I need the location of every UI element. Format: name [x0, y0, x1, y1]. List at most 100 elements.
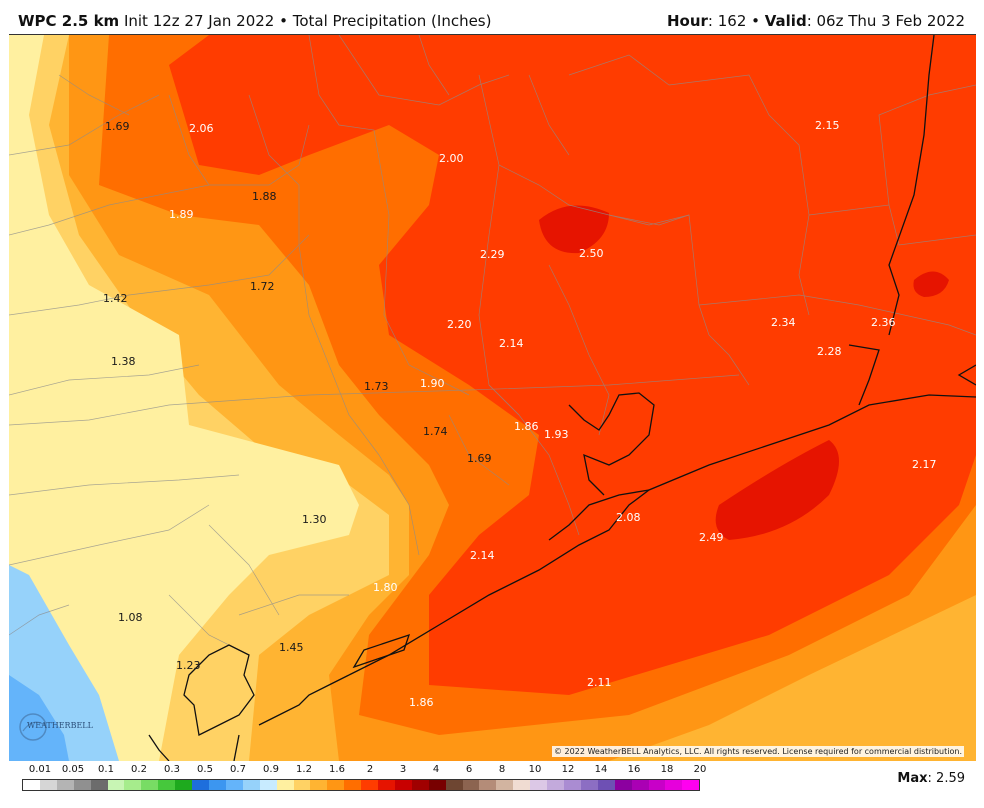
precip-value-label: 2.08 — [616, 511, 641, 524]
scale-swatch — [445, 780, 463, 790]
scale-tick-label: 0.5 — [197, 764, 213, 775]
scale-swatch — [208, 780, 226, 790]
scale-swatch — [547, 780, 564, 790]
scale-swatch — [225, 780, 243, 790]
hour-value: : 162 • — [707, 12, 765, 30]
scale-tick-label: 4 — [432, 764, 440, 775]
valid-label: Valid — [764, 12, 807, 30]
scale-tick-label: 3 — [399, 764, 407, 775]
precip-value-label: 2.20 — [447, 318, 472, 331]
scale-swatch — [597, 780, 615, 790]
logo-text: WEATHERBELL — [27, 721, 94, 730]
precip-value-label: 1.88 — [252, 190, 277, 203]
scale-swatch — [158, 780, 176, 790]
scale-swatch — [23, 780, 40, 790]
scale-tick-label: 10 — [528, 764, 542, 775]
scale-swatch — [293, 780, 311, 790]
scale-tick-label: 2 — [366, 764, 374, 775]
precip-value-label: 1.74 — [423, 425, 448, 438]
scale-swatch — [682, 780, 700, 790]
precip-value-label: 1.72 — [250, 280, 275, 293]
scale-tick-label: 1.2 — [296, 764, 312, 775]
scale-swatch — [259, 780, 277, 790]
scale-swatch — [564, 780, 581, 790]
precip-value-label: 2.15 — [815, 119, 840, 132]
precip-value-label: 2.36 — [871, 316, 896, 329]
scale-swatch — [513, 780, 531, 790]
precip-value-label: 1.80 — [373, 581, 398, 594]
scale-tick-label: 14 — [594, 764, 608, 775]
init-info: Init 12z 27 Jan 2022 • Total Precipitati… — [119, 12, 492, 30]
scale-tick-label: 0.05 — [61, 764, 85, 775]
scale-ticks: 0.01 0.05 0.1 0.2 0.3 0.5 0.7 0.9 1.2 1.6 2 3 4 6 8 10 1… — [22, 764, 707, 778]
max-value: Max: 2.59 — [897, 771, 965, 786]
model-name: WPC 2.5 km — [18, 12, 120, 30]
header-title: WPC 2.5 km Init 12z 27 Jan 2022 • Total … — [18, 12, 491, 30]
scale-tick-label: 16 — [627, 764, 641, 775]
scale-swatch — [124, 780, 142, 790]
valid-value: : 06z Thu 3 Feb 2022 — [806, 12, 965, 30]
scale-swatch — [107, 780, 125, 790]
scale-tick-label: 0.3 — [164, 764, 180, 775]
precip-value-label: 1.23 — [176, 659, 201, 672]
precip-value-label: 2.17 — [912, 458, 937, 471]
precip-value-label: 1.38 — [111, 355, 136, 368]
scale-swatch — [378, 780, 395, 790]
precip-value-label: 2.06 — [189, 122, 214, 135]
scale-swatch — [344, 780, 362, 790]
scale-tick-label: 0.2 — [131, 764, 147, 775]
copyright: © 2022 WeatherBELL Analytics, LLC. All r… — [552, 746, 964, 757]
max-number: : 2.59 — [927, 771, 965, 786]
scale-swatch — [614, 780, 632, 790]
precip-value-label: 1.45 — [279, 641, 304, 654]
field-max-inland — [539, 205, 609, 254]
scale-swatch — [530, 780, 548, 790]
header: WPC 2.5 km Init 12z 27 Jan 2022 • Total … — [0, 0, 984, 34]
precip-value-label: 2.14 — [470, 549, 495, 562]
precipitation-map: 1.69 2.06 2.00 2.15 1.88 1.89 2.29 2.50 1.72 1.42… — [9, 34, 976, 761]
scale-swatch — [242, 780, 260, 790]
field-pale-west — [9, 35, 359, 761]
scale-swatch — [580, 780, 598, 790]
precip-value-label: 1.42 — [103, 292, 128, 305]
precip-value-label: 2.34 — [771, 316, 796, 329]
precip-value-label: 1.90 — [420, 377, 445, 390]
scale-tick-label: 0.01 — [28, 764, 52, 775]
scale-tick-label: 1.6 — [329, 764, 345, 775]
scale-tick-label: 0.9 — [263, 764, 279, 775]
precip-value-label: 1.93 — [544, 428, 569, 441]
precip-value-label: 2.49 — [699, 531, 724, 544]
field-blue-sw-deep — [9, 675, 69, 761]
map-canvas: 1.69 2.06 2.00 2.15 1.88 1.89 2.29 2.50 1.72 1.42… — [9, 35, 976, 761]
precip-value-label: 1.89 — [169, 208, 194, 221]
scale-tick-label: 8 — [498, 764, 506, 775]
scale-tick-label: 6 — [465, 764, 473, 775]
hour-label: Hour — [666, 12, 708, 30]
scale-swatch — [428, 780, 446, 790]
scale-swatch — [192, 780, 209, 790]
precip-value-label: 2.14 — [499, 337, 524, 350]
precip-value-label: 1.69 — [467, 452, 492, 465]
scale-tick-label: 12 — [561, 764, 575, 775]
scale-swatch — [631, 780, 649, 790]
coastline — [148, 35, 976, 761]
precip-value-label: 1.08 — [118, 611, 143, 624]
header-valid: Hour: 162 • Valid: 06z Thu 3 Feb 2022 — [667, 12, 965, 30]
scale-swatch — [90, 780, 108, 790]
scale-swatch — [496, 780, 514, 790]
precip-value-label: 2.11 — [587, 676, 612, 689]
field-max-gulf — [715, 440, 839, 540]
precip-color-scale: 0.01 0.05 0.1 0.2 0.3 0.5 0.7 0.9 1.2 1.6 2 3 4 6 8 10 1… — [22, 764, 707, 794]
precip-value-label: 1.73 — [364, 380, 389, 393]
scale-swatch — [665, 780, 683, 790]
precip-value-label: 2.28 — [817, 345, 842, 358]
scale-swatch — [462, 780, 480, 790]
weatherbell-logo: WEATHERBELL — [19, 713, 94, 741]
scale-swatch — [411, 780, 429, 790]
scale-tick-label: 18 — [660, 764, 674, 775]
scale-swatch — [648, 780, 666, 790]
scale-tick-label: 0.7 — [230, 764, 246, 775]
scale-swatch — [73, 780, 91, 790]
scale-swatch — [361, 780, 379, 790]
precip-value-label: 1.69 — [105, 120, 130, 133]
